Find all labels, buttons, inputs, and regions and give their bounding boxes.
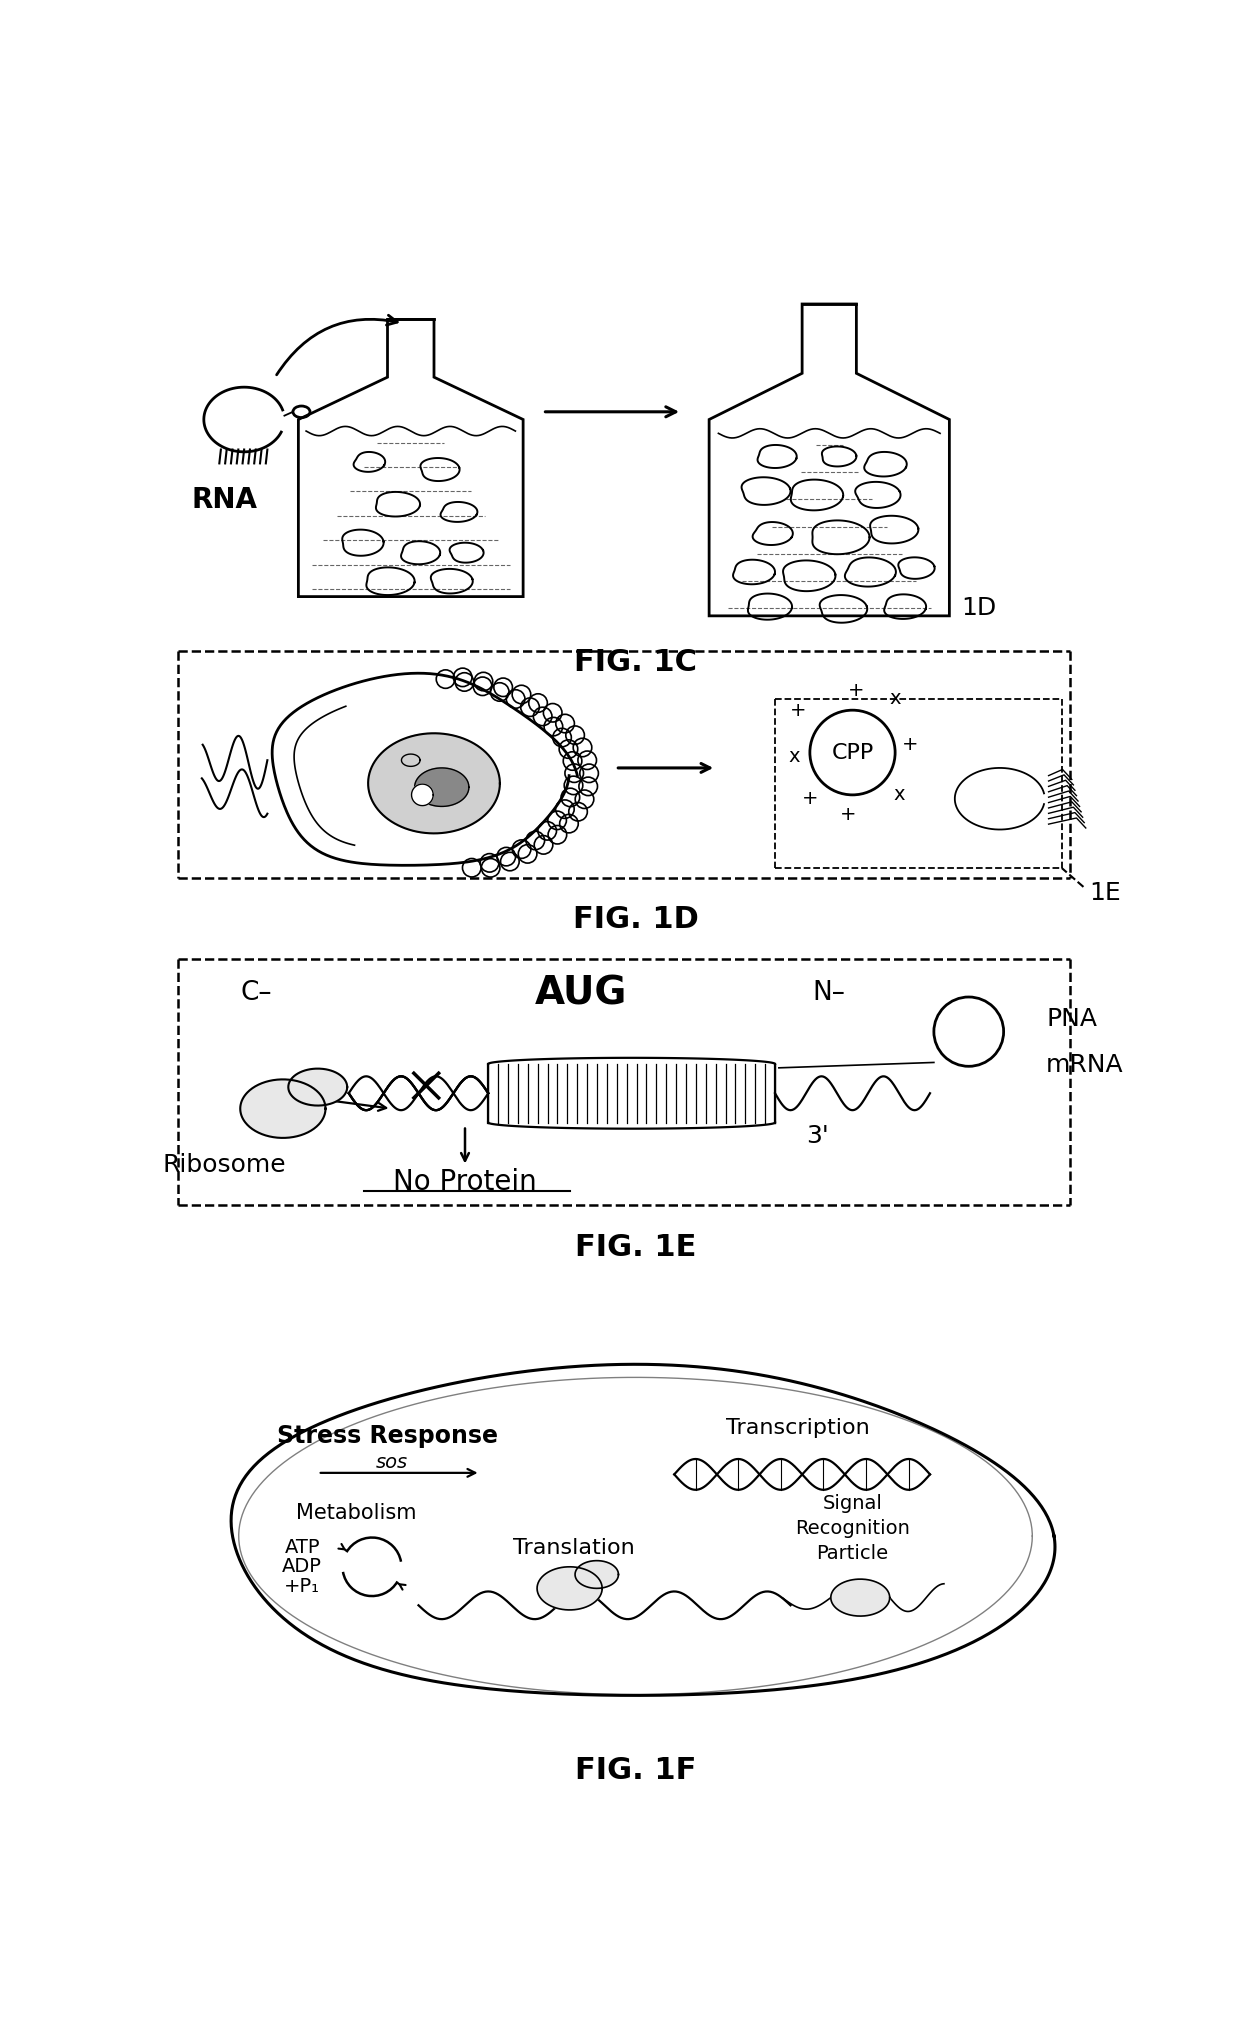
Text: 1D: 1D: [961, 596, 996, 620]
Text: ADP: ADP: [283, 1557, 322, 1576]
Text: x: x: [889, 689, 901, 709]
Text: +: +: [841, 804, 857, 824]
Text: FIG. 1F: FIG. 1F: [575, 1755, 696, 1786]
Text: AUG: AUG: [536, 974, 627, 1012]
Text: mRNA: mRNA: [1047, 1052, 1123, 1077]
Text: FIG. 1E: FIG. 1E: [575, 1232, 696, 1262]
Text: Translation: Translation: [512, 1537, 635, 1557]
Text: +: +: [801, 790, 818, 808]
Polygon shape: [241, 1079, 325, 1137]
Text: Ribosome: Ribosome: [162, 1153, 286, 1178]
Text: 1E: 1E: [1089, 881, 1121, 905]
Polygon shape: [831, 1580, 890, 1616]
Text: Signal
Recognition
Particle: Signal Recognition Particle: [795, 1495, 910, 1563]
Text: FIG. 1C: FIG. 1C: [574, 648, 697, 677]
Polygon shape: [414, 768, 469, 806]
Text: N–: N–: [812, 980, 846, 1006]
Text: x: x: [789, 747, 800, 766]
Text: C–: C–: [241, 980, 272, 1006]
Text: No Protein: No Protein: [393, 1168, 537, 1196]
Text: +: +: [848, 681, 864, 701]
Text: x: x: [893, 786, 905, 804]
Text: PNA: PNA: [1047, 1006, 1097, 1030]
Text: +: +: [790, 701, 806, 719]
Polygon shape: [368, 733, 500, 834]
Text: Transcription: Transcription: [727, 1418, 870, 1438]
Text: +: +: [903, 735, 919, 753]
Polygon shape: [575, 1561, 619, 1588]
Polygon shape: [289, 1069, 347, 1105]
Text: ATP: ATP: [284, 1537, 320, 1557]
Text: FIG. 1D: FIG. 1D: [573, 905, 698, 935]
Text: +P₁: +P₁: [284, 1576, 320, 1596]
Text: Stress Response: Stress Response: [277, 1424, 498, 1448]
Text: RNA: RNA: [192, 487, 258, 515]
Text: Metabolism: Metabolism: [296, 1503, 417, 1523]
Text: sos: sos: [376, 1452, 408, 1473]
Text: 3': 3': [806, 1123, 830, 1147]
Polygon shape: [537, 1568, 603, 1610]
Polygon shape: [412, 784, 433, 806]
Text: CPP: CPP: [831, 743, 874, 762]
